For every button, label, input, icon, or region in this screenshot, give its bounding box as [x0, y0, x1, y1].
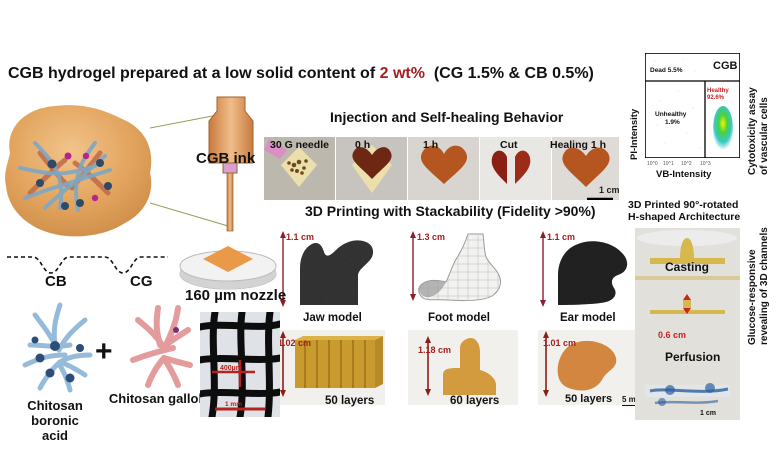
svg-text:1.9%: 1.9%: [665, 119, 680, 126]
svg-text:Unhealthy: Unhealthy: [655, 111, 687, 118]
svg-text:CGB: CGB: [713, 60, 738, 72]
svg-text:1 mm: 1 mm: [225, 401, 242, 408]
svg-text:400µm: 400µm: [220, 365, 242, 372]
svg-text:92.6%: 92.6%: [707, 95, 725, 101]
svg-text:Healthy: Healthy: [707, 88, 729, 94]
svg-text:Dead 5.5%: Dead 5.5%: [650, 67, 683, 74]
